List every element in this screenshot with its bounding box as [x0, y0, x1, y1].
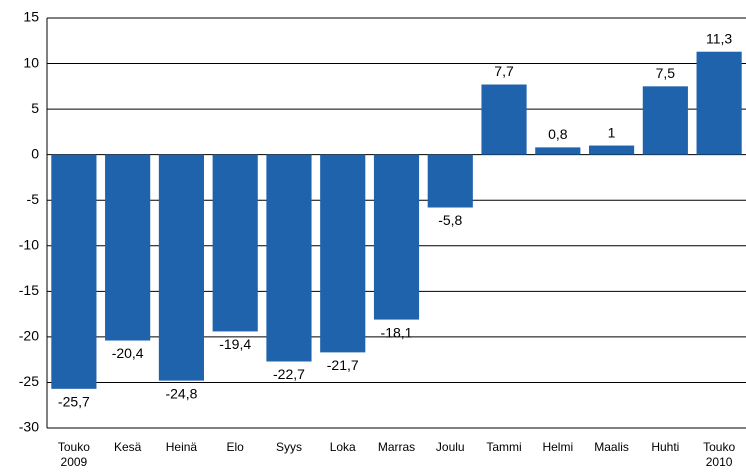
bar — [373, 154, 420, 320]
x-tick-label: Marras — [377, 440, 416, 454]
value-label: -24,8 — [165, 385, 197, 401]
value-label: 7,7 — [494, 63, 514, 79]
y-tick-label: 0 — [31, 145, 39, 161]
value-label: 1 — [608, 124, 616, 140]
bar — [642, 86, 688, 155]
x-tick-label: Loka — [329, 440, 356, 454]
y-tick-label: -30 — [19, 419, 39, 435]
x-tick-label: Huhti — [651, 440, 680, 454]
value-label: 11,3 — [706, 30, 732, 46]
y-tick-label: 15 — [23, 9, 39, 25]
bar — [427, 154, 473, 208]
x-tick-label: Elo — [226, 440, 244, 454]
value-label: -25,7 — [58, 394, 90, 410]
y-tick-label: -10 — [19, 236, 39, 252]
value-label: -20,4 — [112, 345, 144, 361]
bar — [696, 51, 742, 155]
x-tick-label: Kesä — [113, 440, 142, 454]
bar — [158, 154, 205, 381]
x-tick-label: Helmi — [542, 440, 574, 454]
y-tick-label: -15 — [19, 282, 39, 298]
bar — [535, 147, 581, 155]
bar — [266, 154, 312, 362]
y-tick-label: 5 — [31, 100, 39, 116]
bar — [588, 145, 635, 155]
x-tick-label: Syys — [275, 440, 302, 454]
bar — [481, 84, 527, 155]
x-tick-label: Touko 2009 — [57, 440, 90, 469]
value-label: -21,7 — [327, 357, 359, 373]
bar — [212, 154, 258, 332]
x-tick-label: Heinä — [165, 440, 198, 454]
value-label: -22,7 — [273, 366, 305, 382]
bar — [320, 154, 366, 353]
bar — [105, 154, 151, 341]
value-label: -18,1 — [381, 324, 413, 340]
value-label: -5,8 — [438, 212, 462, 228]
x-tick-label: Touko 2010 — [703, 440, 736, 469]
y-tick-label: -5 — [27, 191, 40, 207]
value-label: -19,4 — [219, 336, 251, 352]
bar — [51, 154, 97, 389]
y-tick-label: -20 — [19, 328, 39, 344]
x-tick-label: Tammi — [486, 440, 522, 454]
value-label: 7,5 — [656, 65, 676, 81]
y-tick-label: -25 — [19, 373, 39, 389]
y-tick-label: 10 — [23, 54, 39, 70]
x-tick-label: Maalis — [594, 440, 629, 454]
value-label: 0,8 — [548, 126, 568, 142]
x-tick-label: Joulu — [435, 440, 465, 454]
